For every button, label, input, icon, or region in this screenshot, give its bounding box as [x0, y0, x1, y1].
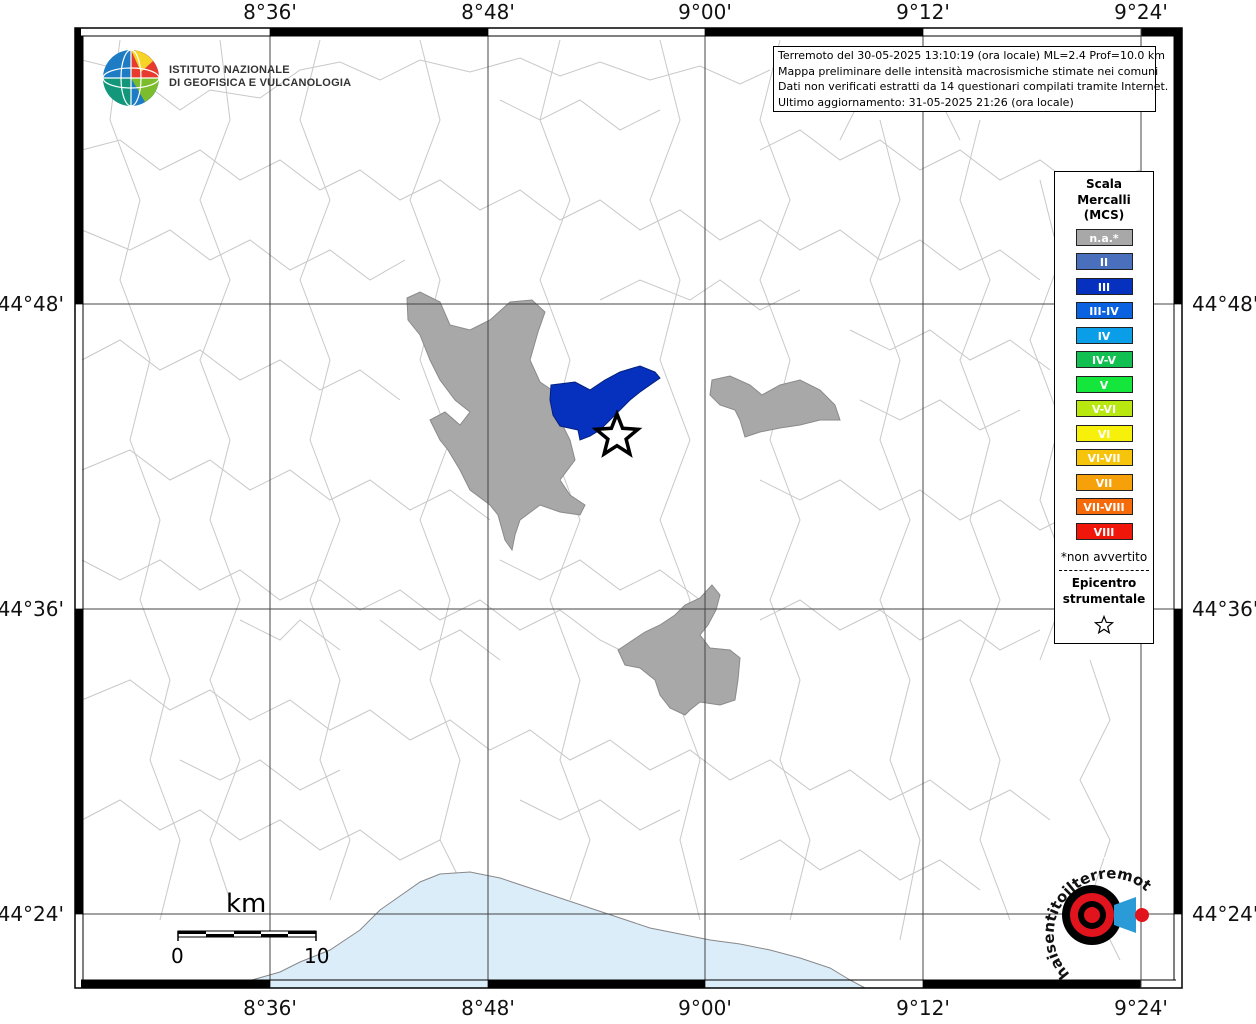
scale-bar: [177, 930, 317, 941]
globe-logo-icon: [102, 49, 160, 107]
lat-tick-right: 44°48': [1192, 292, 1256, 316]
info-line: Ultimo aggiornamento: 31-05-2025 21:26 (…: [778, 95, 1074, 109]
legend-title-line: (MCS): [1083, 208, 1125, 222]
legend-item: III: [1075, 277, 1133, 295]
scale-end: 10: [304, 944, 330, 968]
legend-item: n.a.*: [1075, 228, 1133, 246]
info-line: Dati non verificati estratti da 14 quest…: [778, 80, 1169, 93]
legend-title-line: Scala: [1085, 177, 1123, 191]
map-land: [75, 28, 1182, 988]
lon-tick-bottom: 8°36': [243, 996, 297, 1020]
legend-item: IV-V: [1075, 351, 1133, 368]
region-na-1: [406, 291, 586, 552]
legend-item: VII: [1075, 473, 1133, 491]
legend-items: n.a.* II III III-IV IV IV-V V V-VI VI VI-VII VII VI…: [1055, 228, 1153, 540]
legend-item: V: [1075, 375, 1133, 393]
legend-note: *non avvertito: [1060, 549, 1148, 564]
ingv-line-1: ISTITUTO NAZIONALE: [169, 64, 290, 76]
legend-item: VI-VII: [1075, 449, 1133, 466]
megaphone-logo-icon: [1039, 855, 1149, 945]
info-line: Mappa preliminare delle intensità macros…: [778, 64, 1159, 78]
lon-tick-top: 9°12': [896, 0, 950, 24]
lon-tick-bottom: 9°00': [678, 996, 732, 1020]
region-na-2: [709, 375, 841, 438]
lon-tick-bottom: 8°48': [461, 996, 515, 1020]
legend-separator: [1059, 569, 1149, 571]
legend-title-line: Mercalli: [1077, 192, 1131, 207]
star-icon: [591, 409, 643, 458]
coordinate-grid: [75, 28, 1182, 988]
legend-item: VI: [1075, 424, 1133, 442]
legend-item: II: [1075, 253, 1133, 270]
legend-star-icon: [1055, 614, 1153, 638]
legend-epicenter-line: strumentale: [1062, 591, 1146, 606]
ingv-logo-text: ISTITUTO NAZIONALE DI GEOFISICA E VULCAN…: [169, 64, 351, 90]
legend-item: VII-VIII: [1075, 498, 1133, 515]
lat-tick-right: 44°24': [1192, 902, 1256, 926]
ingv-line-2: DI GEOFISICA E VULCANOLOGIA: [169, 77, 352, 89]
info-line: Terremoto del 30-05-2025 13:10:19 (ora l…: [778, 49, 1166, 62]
legend-item: IV: [1075, 326, 1133, 344]
lon-tick-top: 8°48': [461, 0, 515, 24]
lon-tick-top: 9°00': [678, 0, 732, 24]
lon-tick-bottom: 9°24': [1114, 996, 1168, 1020]
legend-item: V-VI: [1075, 400, 1133, 417]
lon-tick-top: 9°24': [1114, 0, 1168, 24]
region-na-3: [617, 584, 741, 716]
mcs-legend: Scala Mercalli (MCS) n.a.* II III III-IV IV I…: [1054, 171, 1154, 644]
event-info-box: Terremoto del 30-05-2025 13:10:19 (ora l…: [773, 46, 1169, 112]
legend-epicenter-label: Epicentro strumentale: [1055, 575, 1153, 607]
legend-item: VIII: [1075, 522, 1133, 540]
region-iii: [549, 365, 661, 441]
lon-tick-bottom: 9°12': [896, 996, 950, 1020]
legend-item: III-IV: [1075, 302, 1133, 319]
lat-tick-left: 44°48': [0, 292, 64, 316]
lat-tick-right: 44°36': [1192, 597, 1256, 621]
map-frame: [74, 27, 1183, 989]
legend-epicenter-line: Epicentro: [1071, 575, 1137, 590]
lon-tick-top: 8°36': [243, 0, 297, 24]
sea: [235, 871, 866, 989]
lat-tick-left: 44°36': [0, 597, 64, 621]
scale-start: 0: [171, 944, 184, 968]
legend-title: Scala Mercalli (MCS): [1055, 177, 1153, 224]
lat-tick-left: 44°24': [0, 902, 64, 926]
scale-unit: km: [226, 889, 267, 919]
